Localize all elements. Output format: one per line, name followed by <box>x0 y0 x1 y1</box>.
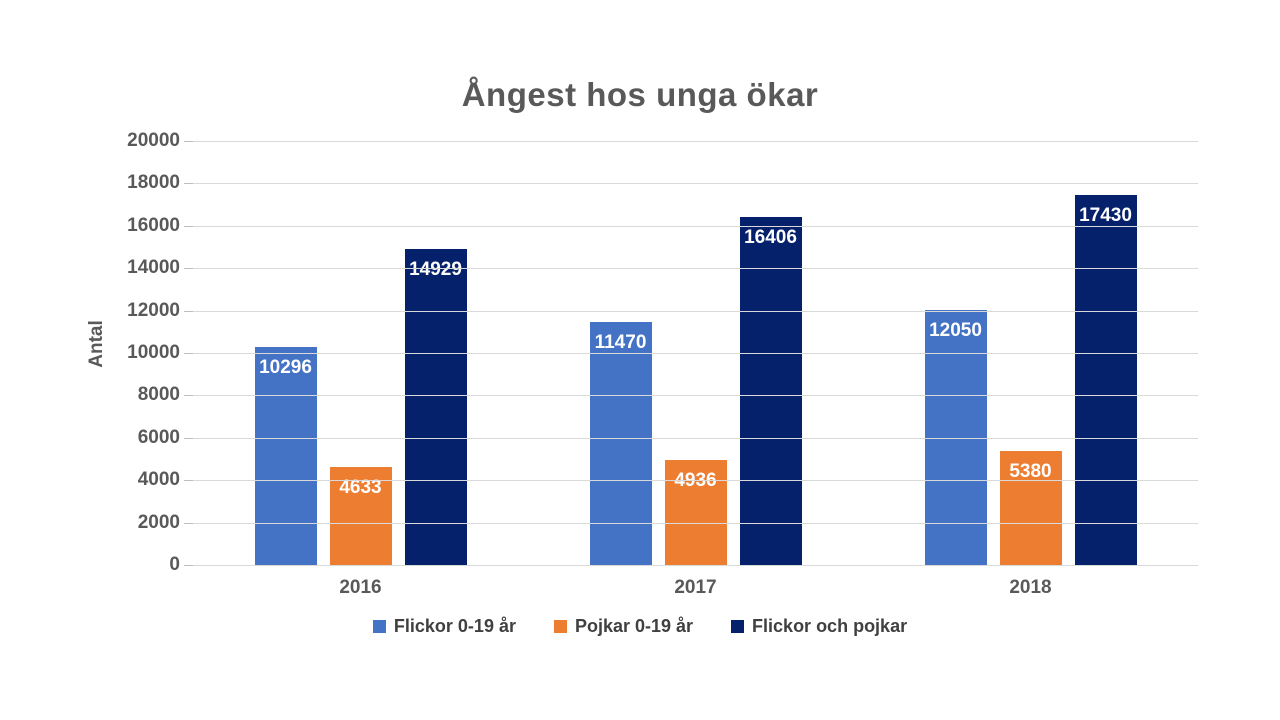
y-axis-tick <box>184 522 193 524</box>
y-axis-tick <box>184 480 193 482</box>
legend-label: Flickor och pojkar <box>752 616 908 636</box>
x-axis-label-2018: 2018 <box>1009 577 1052 598</box>
gridline <box>193 565 1198 566</box>
bar: 4936 <box>664 460 727 565</box>
y-axis-tick-label: 6000 <box>137 426 180 448</box>
legend-item: Flickor och pojkar <box>731 616 907 637</box>
gridline <box>193 522 1198 524</box>
bar-value-label: 5380 <box>1009 460 1052 482</box>
legend-swatch-icon <box>731 620 745 633</box>
plot-area: 10296 4633 14929 11470 4936 16406 12050 5380 174… <box>184 141 1198 566</box>
bar-group-2018: 12050 5380 17430 <box>863 141 1198 565</box>
bar: 5380 <box>999 450 1062 565</box>
y-axis-tick <box>184 565 193 566</box>
legend-label: Pojkar 0-19 år <box>574 616 694 636</box>
legend-item: Pojkar 0-19 år <box>553 616 694 637</box>
bar-value-label: 4633 <box>339 476 382 498</box>
y-axis-tick <box>184 225 193 227</box>
legend-swatch-icon <box>372 620 386 633</box>
y-axis-tick-label: 2000 <box>137 511 180 533</box>
bar-value-label: 10296 <box>259 356 312 378</box>
legend-label: Flickor 0-19 år <box>393 616 516 636</box>
gridline <box>193 480 1198 482</box>
bar: 17430 <box>1074 195 1137 565</box>
y-axis-tick-label: 16000 <box>127 214 180 236</box>
bar: 14929 <box>404 248 467 565</box>
gridline <box>193 395 1198 397</box>
y-axis-tick-label: 14000 <box>127 257 180 279</box>
y-axis-tick-label: 12000 <box>127 299 180 321</box>
y-axis-tick-label: 18000 <box>127 172 180 194</box>
bar: 11470 <box>589 321 652 565</box>
gridline <box>193 437 1198 439</box>
bar-value-label: 12050 <box>929 319 982 341</box>
bar-value-label: 11470 <box>594 331 647 353</box>
gridline <box>193 310 1198 312</box>
x-axis-label-2016: 2016 <box>339 577 382 598</box>
gridline <box>193 225 1198 227</box>
y-axis-tick <box>184 437 193 439</box>
gridline <box>193 353 1198 354</box>
y-axis-tick <box>184 141 193 142</box>
bar: 10296 <box>254 346 317 565</box>
bar-group-2017: 11470 4936 16406 <box>528 141 863 565</box>
bar-value-label: 16406 <box>744 227 797 249</box>
bar: 16406 <box>739 217 802 565</box>
y-axis-tick <box>184 183 193 185</box>
y-axis-tick-label: 10000 <box>127 342 180 363</box>
y-axis-tick <box>184 395 193 397</box>
y-axis-tick-label: 8000 <box>137 384 180 406</box>
y-axis-tick <box>184 268 193 270</box>
legend-swatch-icon <box>553 620 567 633</box>
bar-value-label: 4936 <box>674 470 717 492</box>
chart-title: Ångest hos unga ökar <box>461 76 819 113</box>
y-axis-tick-label: 0 <box>169 554 180 575</box>
bar: 4633 <box>329 466 392 565</box>
x-axis-category-labels: 2016 2017 2018 <box>193 577 1198 599</box>
bar-value-label: 14929 <box>409 258 462 280</box>
legend: Flickor 0-19 år Pojkar 0-19 år Flickor och… <box>0 616 1280 637</box>
gridline <box>193 141 1198 142</box>
y-axis-tick-label: 20000 <box>127 130 180 151</box>
gridline <box>193 183 1198 185</box>
y-axis-tick-labels: 0 2000 4000 6000 8000 10000 12000 14000 16000 180… <box>0 131 180 575</box>
y-axis-tick <box>184 310 193 312</box>
y-axis-tick <box>184 353 193 354</box>
legend-item: Flickor 0-19 år <box>372 616 516 637</box>
bar-value-label: 17430 <box>1079 205 1132 227</box>
x-axis-label-2017: 2017 <box>674 577 717 598</box>
gridline <box>193 268 1198 270</box>
y-axis-tick-label: 4000 <box>137 469 180 491</box>
bar: 12050 <box>924 309 987 565</box>
